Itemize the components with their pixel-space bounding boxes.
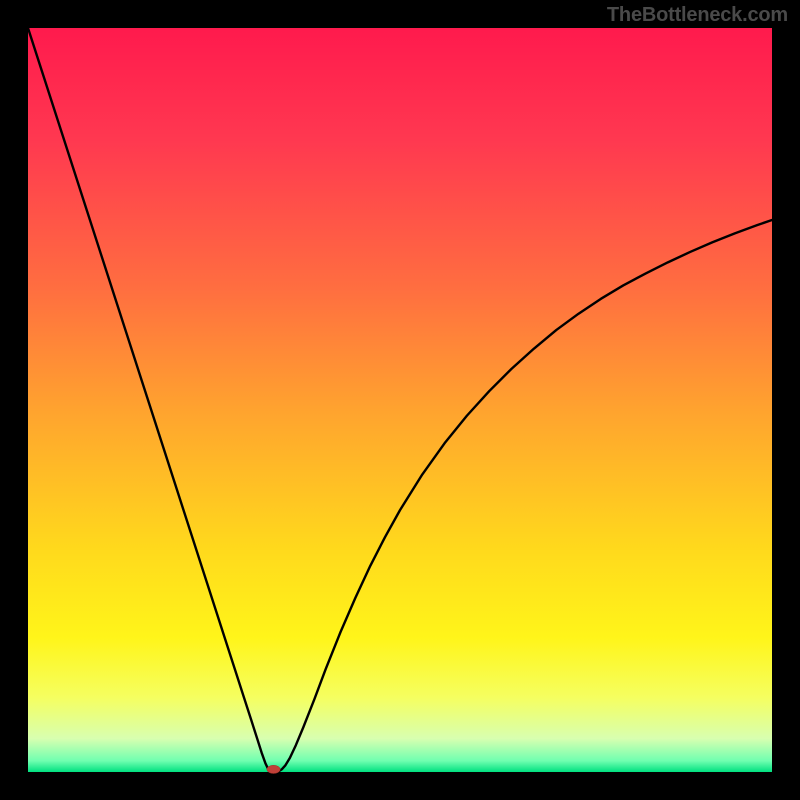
watermark-text: TheBottleneck.com	[607, 4, 788, 27]
optimal-point-marker	[267, 765, 280, 773]
chart-plot-bg	[28, 28, 772, 772]
bottleneck-chart	[0, 0, 800, 800]
